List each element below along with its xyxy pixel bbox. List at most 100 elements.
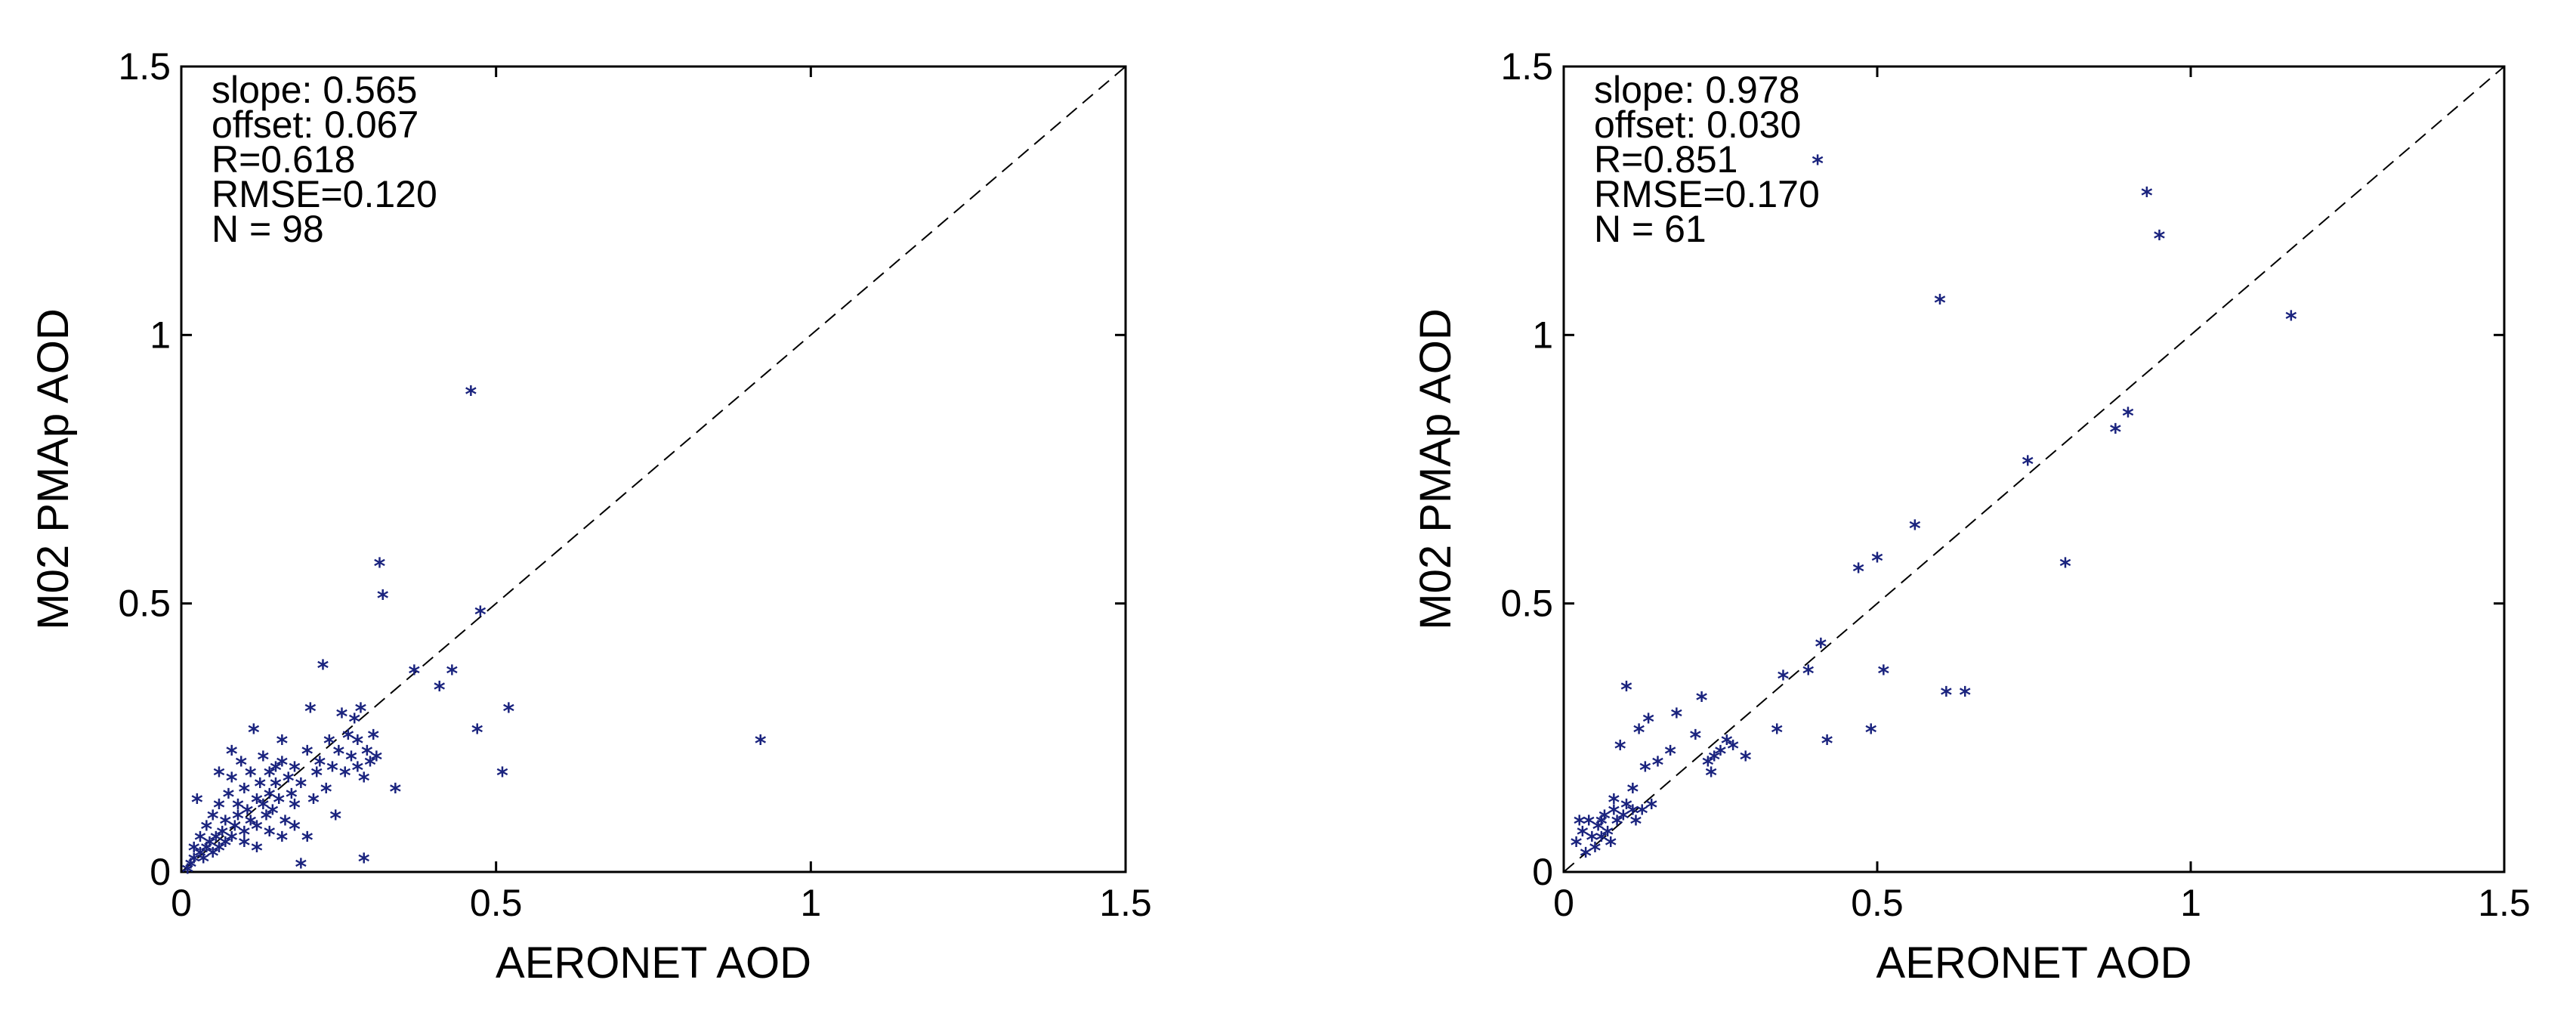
data-point: *	[295, 855, 307, 881]
data-point: *	[358, 768, 370, 795]
data-point: *	[1871, 549, 1883, 575]
data-point: *	[374, 554, 386, 580]
scatter-panel-left: 0 0.5 1 1.5 00.511.5 **********************…	[29, 45, 1152, 988]
x-tick-label: 1.5	[2478, 882, 2531, 924]
data-point: *	[1821, 731, 1833, 757]
data-point: *	[248, 720, 260, 747]
data-point: *	[185, 855, 197, 881]
data-point: *	[1580, 844, 1592, 870]
data-point: *	[2022, 452, 2034, 478]
reference-line	[181, 66, 1126, 873]
data-point: *	[1633, 720, 1645, 747]
data-point: *	[1574, 812, 1586, 838]
data-point: *	[1877, 661, 1889, 688]
data-point: *	[226, 827, 238, 854]
data-point: *	[2285, 307, 2297, 333]
data-point: *	[223, 785, 235, 812]
plot-frame	[180, 65, 1127, 873]
data-point: *	[280, 812, 292, 838]
data-point: *	[188, 839, 200, 865]
data-point: *	[264, 785, 276, 812]
data-point: *	[1705, 763, 1717, 790]
data-point: *	[2141, 184, 2153, 210]
data-point: *	[471, 720, 483, 747]
data-point: *	[323, 731, 335, 757]
data-point: *	[370, 747, 382, 774]
data-point: *	[1645, 796, 1657, 822]
data-point: *	[276, 827, 288, 854]
data-point: *	[1642, 709, 1654, 736]
data-point: *	[1802, 661, 1815, 688]
data-point: *	[1812, 151, 1824, 178]
x-tick-label: 0.5	[1851, 882, 1904, 924]
stat-line: R=0.851	[1594, 138, 1737, 181]
data-point: *	[1727, 737, 1739, 763]
data-point: *	[1778, 666, 1790, 693]
data-point: *	[1592, 817, 1605, 843]
data-point: *	[1595, 812, 1608, 838]
data-point: *	[502, 699, 514, 725]
data-point: *	[1626, 801, 1639, 827]
data-point: *	[1664, 742, 1676, 768]
data-point: *	[273, 790, 285, 817]
data-point: *	[1608, 790, 1620, 817]
data-point: *	[1602, 822, 1614, 849]
data-point: *	[238, 833, 250, 859]
data-point: *	[213, 839, 225, 865]
data-point: *	[1652, 753, 1664, 779]
data-point: *	[207, 844, 219, 870]
plot-frame	[1562, 65, 2506, 873]
data-point: *	[345, 747, 357, 774]
data-point: *	[317, 656, 329, 682]
data-point: *	[210, 827, 222, 854]
data-point: *	[1636, 801, 1648, 827]
data-point: *	[264, 763, 276, 790]
data-point: *	[264, 822, 276, 849]
y-tick-label: 0.5	[1500, 583, 1553, 625]
data-point: *	[232, 796, 244, 822]
data-point: *	[2110, 419, 2122, 446]
data-point: *	[1865, 720, 1877, 747]
data-point: *	[339, 763, 351, 790]
data-point: *	[474, 602, 486, 629]
data-point: *	[1909, 516, 1921, 543]
data-point: *	[1571, 833, 1583, 859]
data-point: *	[216, 822, 228, 849]
data-point: *	[276, 753, 288, 779]
y-tick-label: 1.5	[118, 45, 171, 88]
data-point: *	[351, 758, 363, 784]
data-point: *	[1583, 812, 1595, 838]
data-point: *	[242, 801, 254, 827]
stat-line: N = 61	[1594, 208, 1707, 250]
y-tick-label: 1	[150, 314, 171, 356]
data-point: *	[1740, 747, 1752, 774]
data-point: *	[307, 790, 320, 817]
data-point: *	[219, 833, 231, 859]
x-tick-label: 0.5	[470, 882, 523, 924]
data-point: *	[364, 753, 376, 779]
data-point: *	[1626, 779, 1639, 805]
data-point: *	[200, 817, 212, 843]
data-point: *	[229, 817, 241, 843]
data-point: *	[408, 661, 420, 688]
data-point: *	[351, 731, 363, 757]
data-point: *	[310, 763, 323, 790]
data-point: *	[2122, 403, 2134, 430]
data-point: *	[219, 812, 231, 838]
x-tick-label: 1.5	[1099, 882, 1152, 924]
y-tick-label: 0	[150, 851, 171, 893]
y-tick-label: 0	[1532, 851, 1553, 893]
data-point: *	[755, 731, 767, 757]
data-point: *	[267, 801, 279, 827]
data-point: *	[270, 758, 282, 784]
data-point: *	[301, 827, 314, 854]
stat-line: N = 98	[212, 208, 324, 250]
stat-line: RMSE=0.170	[1594, 173, 1820, 215]
data-point: *	[1934, 291, 1946, 317]
data-point: *	[1617, 806, 1629, 833]
data-point: *	[355, 699, 367, 725]
data-point: *	[326, 758, 338, 784]
data-point: *	[1586, 827, 1598, 854]
x-axis-title: AERONET AOD	[496, 938, 811, 988]
